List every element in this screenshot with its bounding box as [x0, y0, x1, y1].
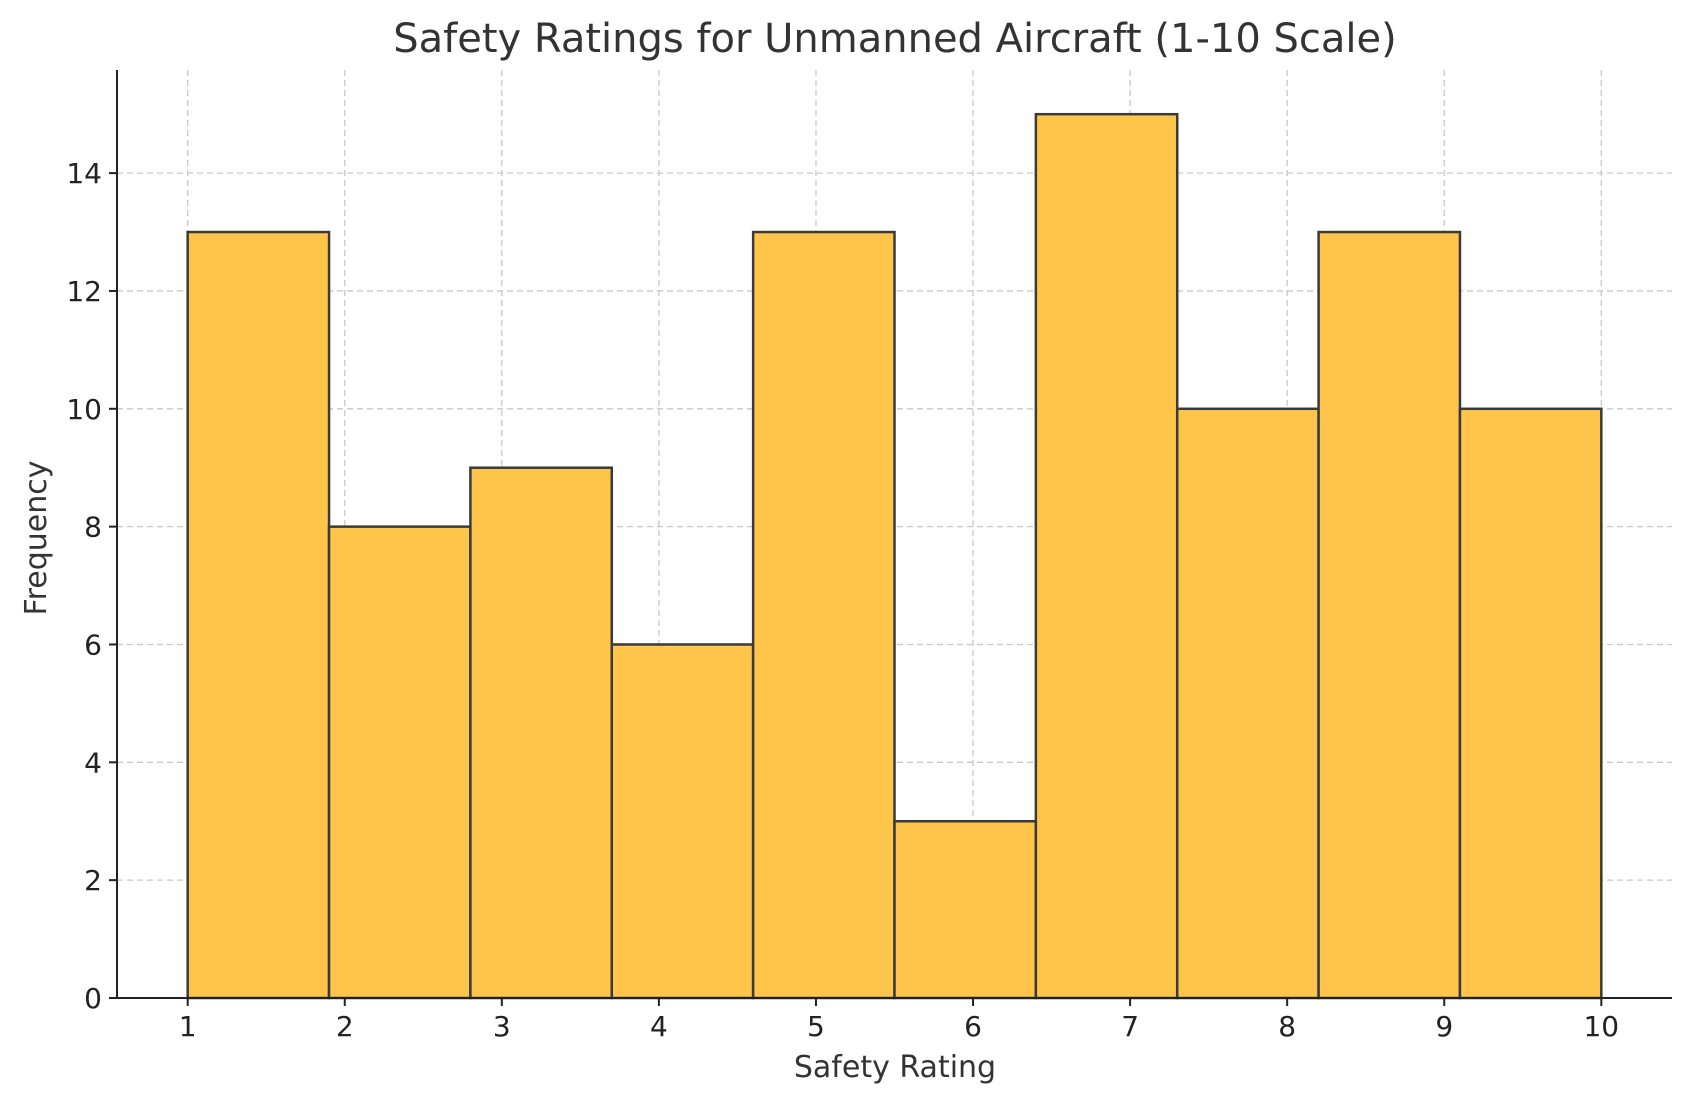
histogram-bar: [1034, 112, 1179, 1000]
y-tick-label: 14: [66, 157, 102, 190]
x-tick-label: 2: [336, 1010, 354, 1043]
y-tick-label: 6: [84, 628, 102, 661]
histogram-bar: [1458, 407, 1603, 1000]
x-tick-label: 6: [964, 1010, 982, 1043]
x-tick-label: 9: [1435, 1010, 1453, 1043]
x-tick-label: 3: [493, 1010, 511, 1043]
histogram-bar: [327, 525, 472, 1000]
x-tick-label: 7: [1121, 1010, 1139, 1043]
y-tick-label: 0: [84, 982, 102, 1015]
y-tick-label: 8: [84, 511, 102, 544]
histogram-bar: [751, 230, 896, 1000]
y-tick-label: 10: [66, 393, 102, 426]
x-tick-label: 8: [1278, 1010, 1296, 1043]
y-tick-label: 4: [84, 746, 102, 779]
bars-layer: [186, 112, 1603, 1000]
x-axis-label: Safety Rating: [794, 1050, 996, 1085]
histogram-bar: [1317, 230, 1462, 1000]
histogram-bar: [893, 819, 1038, 1000]
x-tick-label: 10: [1583, 1010, 1619, 1043]
y-tick-label: 2: [84, 864, 102, 897]
y-tick-label: 12: [66, 275, 102, 308]
chart-title: Safety Ratings for Unmanned Aircraft (1-…: [393, 16, 1397, 62]
x-tick-label: 4: [650, 1010, 668, 1043]
histogram-bar: [186, 230, 331, 1000]
histogram-bar: [1175, 407, 1320, 1000]
y-axis-label: Frequency: [19, 461, 54, 616]
histogram-bar: [469, 466, 614, 1000]
x-tick-label: 5: [807, 1010, 825, 1043]
x-tick-label: 1: [179, 1010, 197, 1043]
histogram-bar: [610, 643, 755, 1000]
